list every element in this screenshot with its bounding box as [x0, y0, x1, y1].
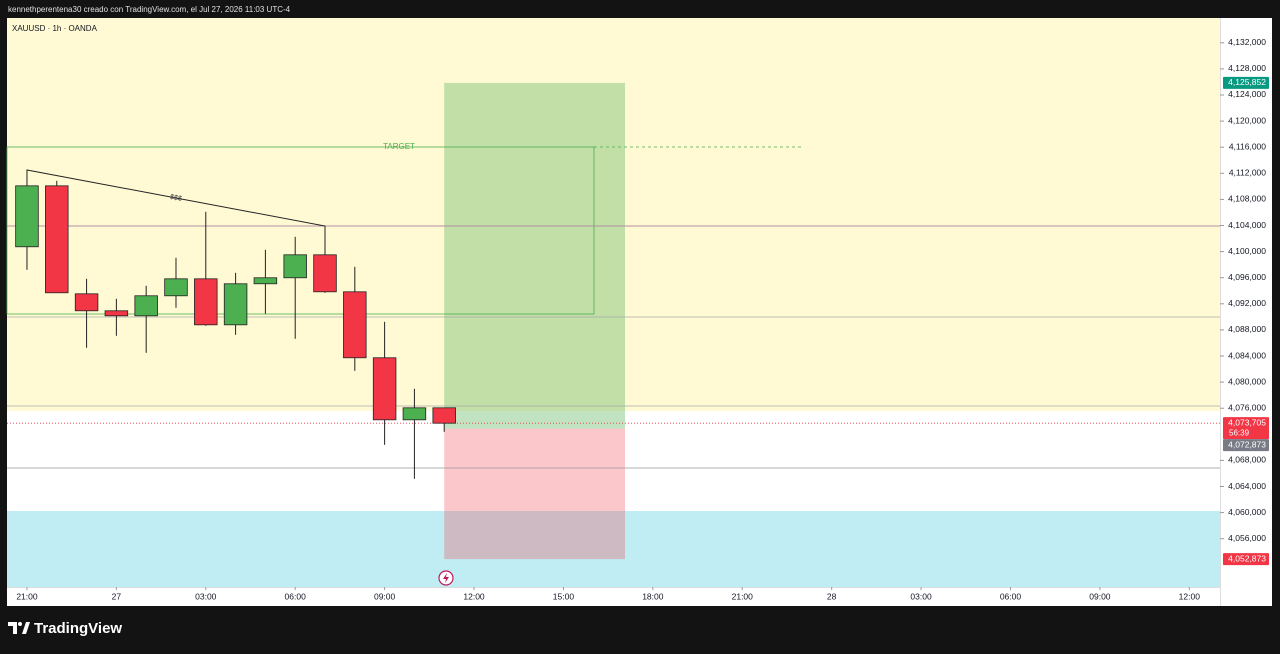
price-tag-label: 4,052,873	[1228, 553, 1266, 563]
x-tick-label: 12:00	[1179, 591, 1201, 601]
y-tick-label: 4,124,000	[1228, 89, 1266, 99]
x-tick-label: 27	[112, 591, 122, 601]
candle-body	[45, 185, 69, 294]
y-tick-label: 4,060,000	[1228, 507, 1266, 517]
candle-body	[194, 278, 218, 326]
x-tick-label: 12:00	[463, 591, 485, 601]
candle-body	[432, 407, 456, 424]
price-tag	[1223, 553, 1269, 566]
y-tick-label: 4,088,000	[1228, 324, 1266, 334]
candle-body	[372, 357, 397, 421]
x-tick-label: 21:00	[16, 591, 38, 601]
axis-divider	[1220, 18, 1221, 606]
y-tick-label: 4,080,000	[1228, 376, 1266, 386]
axis-divider	[7, 587, 1220, 588]
candle-body	[15, 185, 39, 248]
symbol: XAUUSD · 1h · OANDA	[12, 24, 98, 33]
liquidity-label: $$$	[170, 194, 183, 203]
zone-yellow	[7, 18, 1220, 411]
price-tag-label: 4,073,705	[1228, 417, 1266, 427]
target-box	[6, 146, 595, 315]
candle-body	[343, 291, 367, 359]
x-tick-label: 03:00	[195, 591, 217, 601]
y-tick-label: 4,096,000	[1228, 272, 1266, 282]
candle-body	[74, 293, 99, 312]
y-tick-label: 4,100,000	[1228, 246, 1266, 256]
candle-body	[104, 310, 129, 317]
candle-body	[313, 254, 337, 293]
price-tag	[1223, 439, 1269, 452]
caption: kennethperentena30 creado con TradingVie…	[8, 5, 291, 14]
candle-body	[134, 295, 158, 317]
candle-body	[283, 254, 307, 279]
y-tick-label: 4,128,000	[1228, 63, 1266, 73]
zone-cyan	[7, 511, 1220, 587]
y-tick-label: 4,076,000	[1228, 402, 1266, 412]
x-tick-label: 21:00	[732, 591, 754, 601]
target-label: TARGET	[383, 142, 415, 151]
y-tick-label: 4,084,000	[1228, 350, 1266, 360]
candle-body	[223, 283, 248, 326]
x-tick-label: 28	[827, 591, 837, 601]
y-tick-label: 4,068,000	[1228, 455, 1266, 465]
y-tick-label: 4,064,000	[1228, 481, 1266, 491]
brand: TradingView	[34, 620, 122, 637]
y-tick-label: 4,104,000	[1228, 220, 1266, 230]
x-tick-label: 09:00	[374, 591, 396, 601]
x-tick-label: 06:00	[285, 591, 307, 601]
price-tag	[1223, 417, 1269, 440]
candle-body	[253, 277, 278, 285]
price-tag	[1223, 76, 1269, 89]
y-tick-label: 4,132,000	[1228, 37, 1266, 47]
x-tick-label: 18:00	[642, 591, 664, 601]
y-tick-label: 4,056,000	[1228, 533, 1266, 543]
x-tick-label: 09:00	[1089, 591, 1111, 601]
y-tick-label: 4,112,000	[1229, 168, 1266, 178]
candle-body	[164, 278, 188, 297]
candle-body	[402, 407, 427, 421]
price-tag-label: 4,072,873	[1228, 439, 1266, 449]
y-tick-label: 4,108,000	[1228, 194, 1266, 204]
plot	[7, 82, 1220, 560]
brand-logo	[8, 622, 30, 634]
y-tick-label: 4,116,000	[1229, 141, 1266, 151]
profit-zone	[444, 82, 625, 429]
countdown: 56:39	[1229, 428, 1250, 437]
y-tick-label: 4,120,000	[1228, 115, 1266, 125]
x-tick-label: 15:00	[553, 591, 575, 601]
price-tag-label: 4,125,852	[1228, 77, 1266, 87]
loss-zone	[444, 428, 625, 560]
x-tick-label: 06:00	[1000, 591, 1022, 601]
event-icon-bolt	[443, 573, 449, 583]
x-tick-label: 03:00	[910, 591, 932, 601]
y-tick-label: 4,092,000	[1228, 298, 1266, 308]
